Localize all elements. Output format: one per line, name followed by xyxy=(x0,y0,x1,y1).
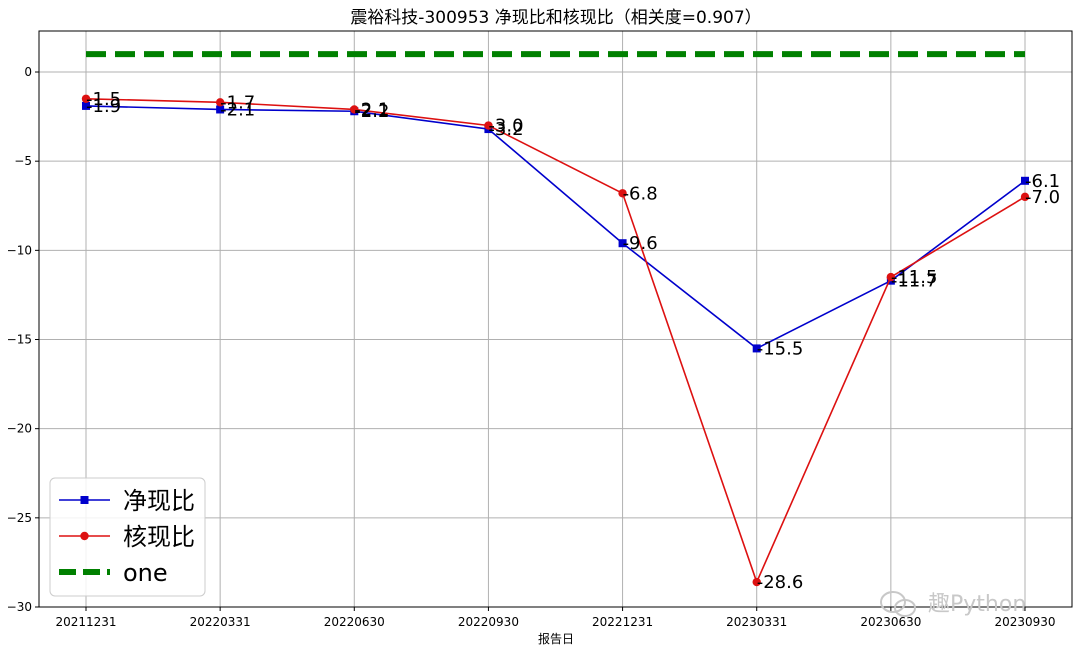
legend-label: one xyxy=(123,559,168,587)
series-line-净现比 xyxy=(85,105,1026,350)
data-label: -1.7 xyxy=(220,92,255,113)
data-labels: -1.9 -2.1 -2.2-3.2-9.6-15.5-11.7-6.1-1.5 -1… xyxy=(86,89,1060,593)
data-label: -6.1 xyxy=(1025,171,1060,192)
y-tick-label: 0 xyxy=(24,65,32,79)
series-group xyxy=(81,51,1030,587)
y-tick-label: −15 xyxy=(7,333,32,347)
y-tick-label: −10 xyxy=(7,243,32,257)
legend-swatch-marker xyxy=(80,531,89,541)
data-point-circle xyxy=(752,577,761,587)
data-point-circle xyxy=(484,121,493,130)
x-tick-label: 20220331 xyxy=(190,615,251,629)
y-tick-label: −20 xyxy=(7,422,32,436)
series-line-核现比 xyxy=(85,97,1026,585)
data-label: -7.0 xyxy=(1025,187,1060,208)
data-point-circle xyxy=(1020,192,1030,202)
data-point-circle xyxy=(618,189,627,198)
plot-frame xyxy=(38,30,1073,608)
legend-swatch-marker xyxy=(80,496,89,504)
legend-label: 净现比 xyxy=(123,487,195,515)
x-tick-label: 20230630 xyxy=(860,615,921,629)
data-label: -2.2 xyxy=(354,101,389,122)
x-axis-label: 报告日 xyxy=(538,631,574,646)
data-label: -3.2 xyxy=(488,119,523,140)
data-label: -1.9 xyxy=(86,96,121,117)
y-tick-label: −30 xyxy=(7,600,32,614)
data-point-circle xyxy=(350,105,359,114)
legend-label: 核现比 xyxy=(123,523,195,551)
axes: 0 −5 −10 −15 −20 −25 −30 20211231 20220331 202206… xyxy=(7,30,1073,629)
data-label: -3.0 xyxy=(488,116,523,137)
legend-box xyxy=(49,477,206,597)
data-label: -9.6 xyxy=(623,233,658,254)
x-tick-label: 20221231 xyxy=(592,615,653,629)
data-label: -2.1 xyxy=(354,99,389,120)
wechat-icon xyxy=(880,591,916,617)
data-point-circle xyxy=(215,98,225,107)
data-point-square xyxy=(82,101,90,110)
data-point-square xyxy=(1021,176,1029,185)
x-tick-label: 20230331 xyxy=(726,615,787,629)
data-label: -6.8 xyxy=(623,183,658,204)
x-tick-label: 20220930 xyxy=(458,615,519,629)
data-point-square xyxy=(216,105,225,114)
data-label: -1.5 xyxy=(86,89,121,110)
data-label: -11.5 xyxy=(891,267,938,288)
data-point-circle xyxy=(81,94,91,103)
data-label: -15.5 xyxy=(757,338,804,359)
x-tick-label: 20220630 xyxy=(324,615,385,629)
data-point-square xyxy=(618,239,627,248)
y-tick-label: −5 xyxy=(14,154,32,168)
data-label: -2.1 xyxy=(220,99,255,120)
watermark-text: 趣Python xyxy=(928,592,1026,617)
chart-title: 震裕科技-300953 净现比和核现比（相关度=0.907） xyxy=(350,8,761,28)
data-point-square xyxy=(752,344,761,353)
x-tick-label: 20230930 xyxy=(994,615,1055,629)
watermark: 趣Python xyxy=(880,591,1026,617)
data-point-circle xyxy=(886,272,896,282)
data-label: -11.7 xyxy=(891,271,938,292)
y-tick-label: −25 xyxy=(7,511,32,525)
data-label: -28.6 xyxy=(757,572,804,593)
x-tick-label: 20211231 xyxy=(55,615,116,629)
